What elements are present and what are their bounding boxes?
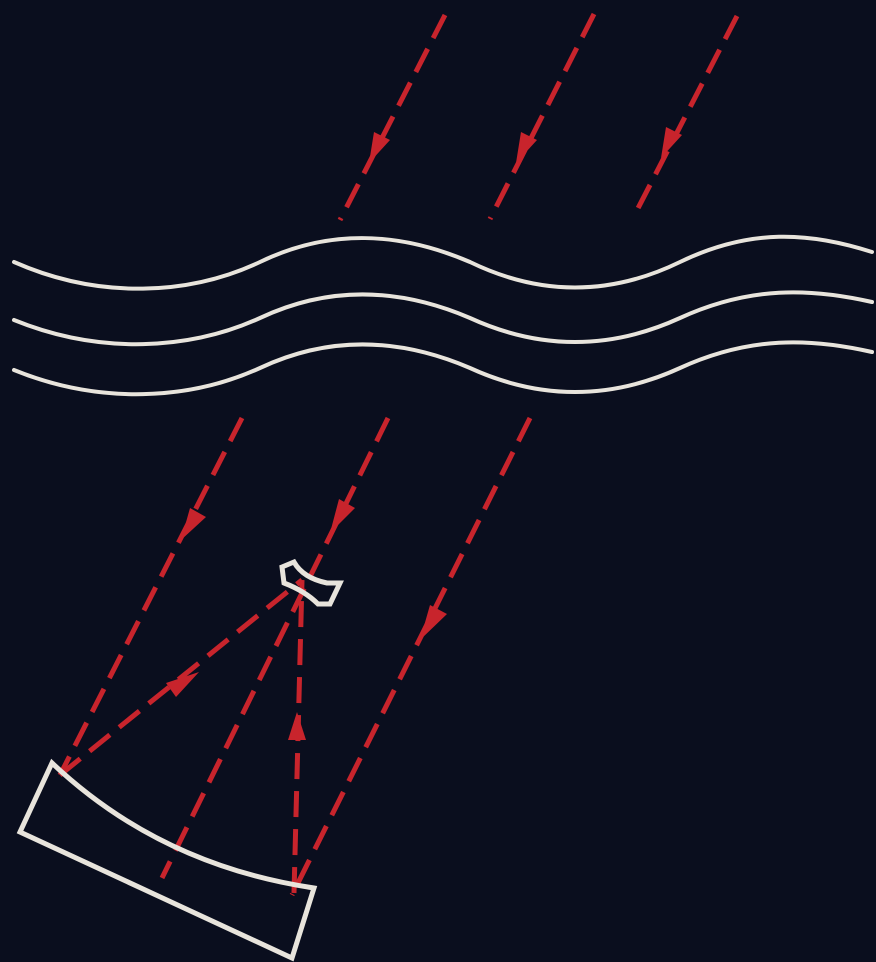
- telescope-ray-left: [57, 416, 245, 777]
- telescope-ray-right: [289, 416, 533, 897]
- atmosphere-wave-3: [12, 340, 874, 397]
- atmosphere-wave-2: [12, 290, 874, 347]
- telescope-rays: [57, 416, 533, 897]
- telescope-ray-right-arrow: [420, 605, 447, 640]
- incoming-ray-1: [337, 13, 448, 222]
- incoming-rays: [337, 12, 740, 222]
- small-secondary-mirror: [279, 558, 344, 607]
- telescope-ray-left-arrow: [181, 508, 206, 540]
- incoming-ray-1-arrow: [369, 132, 390, 163]
- reflected-rays: [58, 578, 306, 894]
- reflected-ray-center-arrow: [288, 712, 306, 740]
- incoming-ray-2-arrow: [516, 132, 537, 163]
- telescope-ray-middle: [159, 416, 391, 880]
- atmosphere-wave-1: [12, 234, 874, 291]
- incoming-ray-3-arrow: [661, 127, 682, 158]
- concave-mirror: [16, 758, 318, 962]
- reflected-ray-left-arrow: [166, 672, 199, 697]
- reflected-ray-left: [58, 578, 304, 777]
- atmosphere-waves: [12, 234, 874, 397]
- incoming-ray-2: [487, 12, 597, 221]
- telescope-ray-middle-arrow: [330, 499, 355, 533]
